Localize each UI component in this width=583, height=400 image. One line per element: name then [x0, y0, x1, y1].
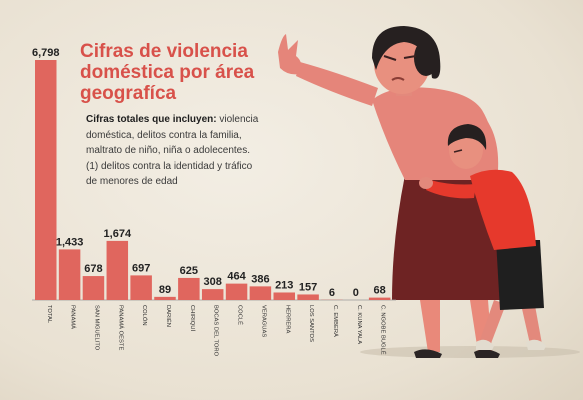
bar-4: [106, 240, 129, 300]
category-label: BOCAS DEL TORO: [213, 305, 219, 357]
bar-value-label: 386: [251, 273, 269, 285]
category-label: PANAMÁ: [70, 305, 77, 329]
category-label: VERAGUAS: [260, 305, 266, 337]
bar-value-label: 89: [159, 284, 171, 296]
bar-11: [273, 292, 295, 300]
category-label: HERRERA: [284, 305, 290, 333]
chart-title: Cifras de violencia doméstica por área g…: [80, 41, 255, 104]
bar-value-label: 697: [132, 262, 150, 274]
category-label: DARIÉN: [165, 305, 172, 327]
bar-value-label: 625: [180, 265, 198, 277]
bar-value-label: 1,433: [56, 236, 84, 248]
bar-value-label: 6,798: [32, 47, 60, 59]
bar-value-label: 308: [204, 276, 222, 288]
bar-15: [368, 297, 391, 300]
bar-6: [154, 296, 176, 300]
category-label: TOTAL: [46, 305, 52, 324]
category-label: C. NGOBE BUGLÉ: [380, 305, 387, 355]
category-label: LOS SANTOS: [308, 305, 314, 342]
chart-description: Cifras totales que incluyen: violencia d…: [86, 112, 264, 190]
bar-value-label: 0: [353, 287, 359, 299]
bar-value-label: 213: [275, 279, 293, 291]
bar-5: [130, 275, 152, 300]
category-label: COLÓN: [141, 305, 148, 326]
category-label: COCLÉ: [237, 305, 244, 325]
bar-12: [297, 294, 319, 300]
bar-3: [82, 276, 105, 300]
bar-value-label: 68: [374, 285, 386, 297]
bar-7: [178, 277, 200, 300]
bar-10: [249, 286, 272, 300]
category-label: PANAMÁ OESTE: [117, 305, 124, 350]
category-label: C. EMBERÁ: [332, 305, 339, 337]
bar-value-label: 6: [329, 287, 335, 299]
bar-value-label: 678: [84, 263, 102, 275]
description-lead: Cifras totales que incluyen:: [86, 114, 217, 125]
bar-value-label: 157: [299, 281, 317, 293]
bar-value-label: 464: [227, 271, 246, 283]
category-label: CHIRIQUÍ: [189, 305, 196, 331]
bar-value-label: 1,674: [104, 228, 132, 240]
description-body: violencia doméstica, delitos contra la f…: [86, 114, 259, 187]
bar-8: [201, 289, 224, 300]
category-label: SAN MIGUELITO: [93, 305, 99, 351]
category-label: C. KUNA YALA: [356, 305, 362, 344]
bar-9: [225, 283, 248, 300]
bar-2: [58, 249, 81, 300]
bar-1: [35, 60, 57, 300]
